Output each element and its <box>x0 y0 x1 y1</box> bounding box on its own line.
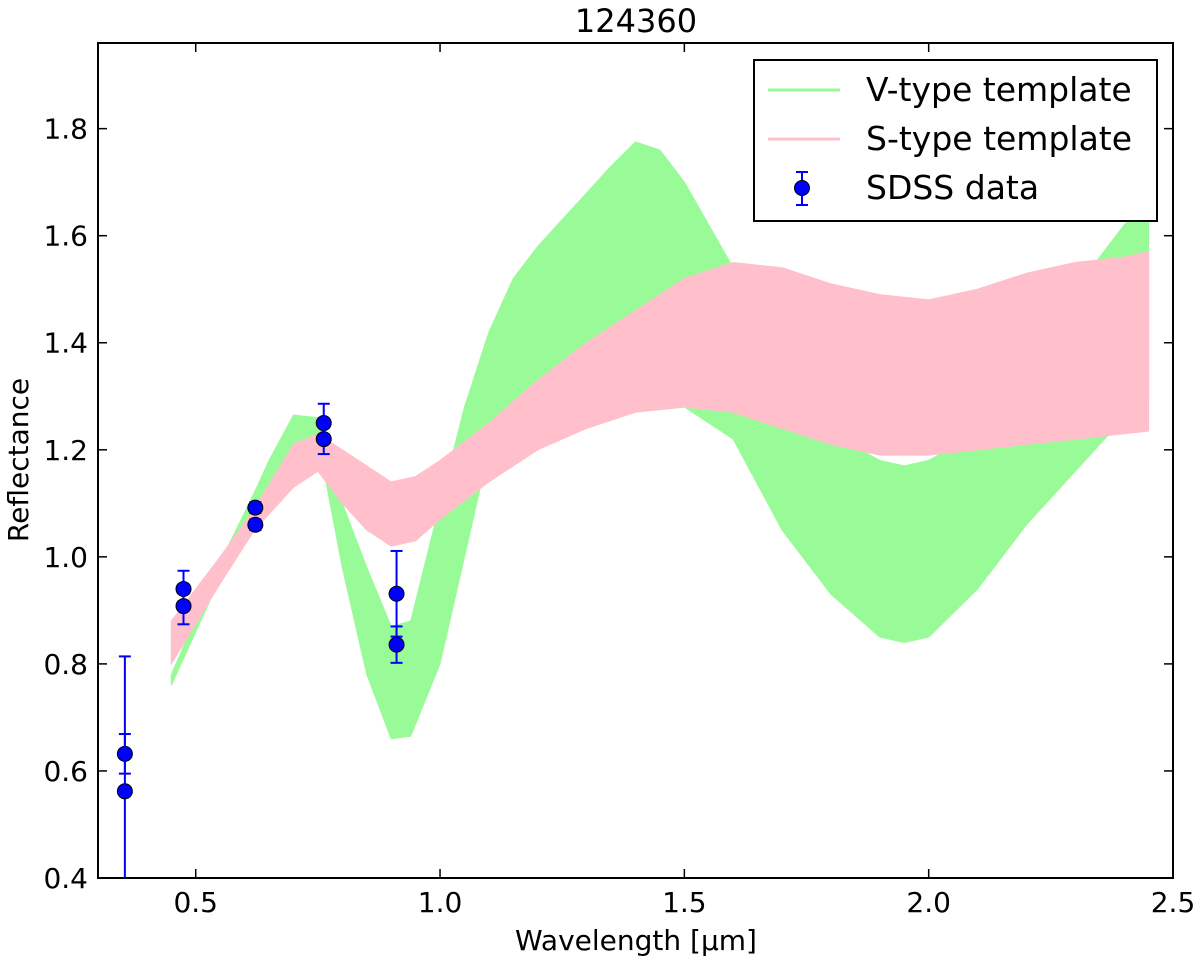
sdss-data-point <box>116 655 133 878</box>
y-tick-label: 0.6 <box>43 755 88 788</box>
x-tick-label: 2.5 <box>1151 886 1196 919</box>
y-axis-label: Reflectance <box>2 378 35 542</box>
chart-title: 124360 <box>575 2 697 40</box>
sdss-data-point <box>388 625 405 664</box>
sdss-data-point <box>175 586 192 626</box>
y-tick-label: 1.4 <box>43 327 88 360</box>
y-tick-label: 0.8 <box>43 648 88 681</box>
sdss-data-point <box>247 499 264 516</box>
legend: V-type template S-type template SDSS dat… <box>753 59 1158 222</box>
plot-frame <box>97 42 1174 879</box>
legend-swatch-sdss <box>794 171 810 206</box>
s-type-template-band <box>170 251 1150 666</box>
legend-label-sdss: SDSS data <box>866 168 1039 207</box>
x-tick-label: 0.5 <box>173 886 218 919</box>
y-tick-label: 0.4 <box>43 862 88 895</box>
y-tick-label: 1.2 <box>43 434 88 467</box>
x-tick-label: 2.0 <box>906 886 951 919</box>
x-axis-label: Wavelength [μm] <box>515 924 757 957</box>
legend-label-v-type: V-type template <box>866 70 1132 109</box>
sdss-data-point <box>247 516 264 533</box>
sdss-data-point <box>315 423 332 456</box>
legend-label-s-type: S-type template <box>866 119 1132 158</box>
tick-layer: 0.5 1.0 1.5 2.0 2.5 0.4 0.6 0.8 1.0 1.2 1.4 1.6 1.8 <box>43 43 1195 919</box>
data-point-layer <box>116 402 405 878</box>
y-tick-label: 1.0 <box>43 541 88 574</box>
x-tick-label: 1.0 <box>418 886 463 919</box>
band-layer <box>170 141 1150 740</box>
y-tick-label: 1.8 <box>43 113 88 146</box>
y-tick-label: 1.6 <box>43 220 88 253</box>
x-tick-label: 1.5 <box>662 886 707 919</box>
sdss-data-point <box>388 549 405 638</box>
